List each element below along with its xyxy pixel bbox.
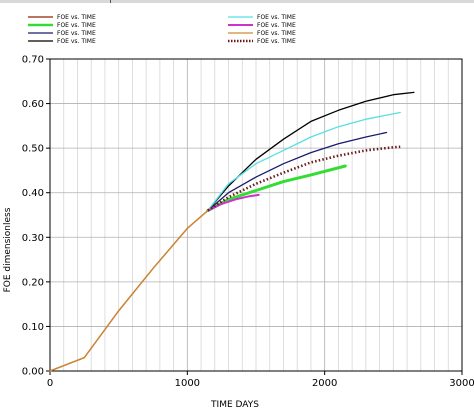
y-axis-title: FOE dimensionless [3, 207, 13, 292]
y-tick-label: 0.60 [22, 99, 44, 110]
legend-label-5: FOE vs. TIME [257, 14, 296, 21]
plot-border [49, 58, 463, 372]
legend-label-4: FOE vs. TIME [57, 38, 96, 45]
y-tick-label: 0.20 [22, 277, 44, 288]
x-tick-label: 3000 [449, 378, 474, 389]
y-tick-label: 0.00 [22, 367, 44, 378]
y-tick-label: 0.50 [22, 144, 44, 155]
legend-label-8: FOE vs. TIME [257, 38, 296, 45]
x-tick-label: 1000 [175, 378, 200, 389]
x-axis-title: TIME DAYS [210, 400, 259, 410]
top-border-mark [110, 0, 111, 3]
tick-labels: 0 1000 2000 3000 0.00 0.10 0.20 0.30 0.40 0.50 0.6… [22, 55, 474, 390]
top-border [0, 0, 474, 3]
y-tick-label: 0.40 [22, 188, 44, 199]
series-line-2 [206, 164, 347, 212]
y-tick-label: 0.10 [22, 322, 44, 333]
legend-label-2: FOE vs. TIME [57, 22, 96, 29]
grid [50, 59, 462, 371]
series-line-3 [207, 131, 388, 212]
series-line-7 [49, 209, 209, 372]
series-line-5 [207, 111, 401, 212]
x-tick-label: 2000 [312, 378, 337, 389]
series-line-8 [207, 145, 401, 212]
x-tick-label: 0 [47, 378, 53, 389]
legend-label-7: FOE vs. TIME [257, 30, 296, 37]
plot-area [49, 91, 415, 372]
series-line-6 [206, 193, 260, 212]
y-tick-label: 0.70 [22, 55, 44, 66]
legend-label-1: FOE vs. TIME [57, 14, 96, 21]
y-tick-label: 0.30 [22, 233, 44, 244]
legend-label-3: FOE vs. TIME [57, 30, 96, 37]
series-line-1 [49, 209, 209, 372]
axes [46, 58, 463, 375]
legend-label-6: FOE vs. TIME [257, 22, 296, 29]
